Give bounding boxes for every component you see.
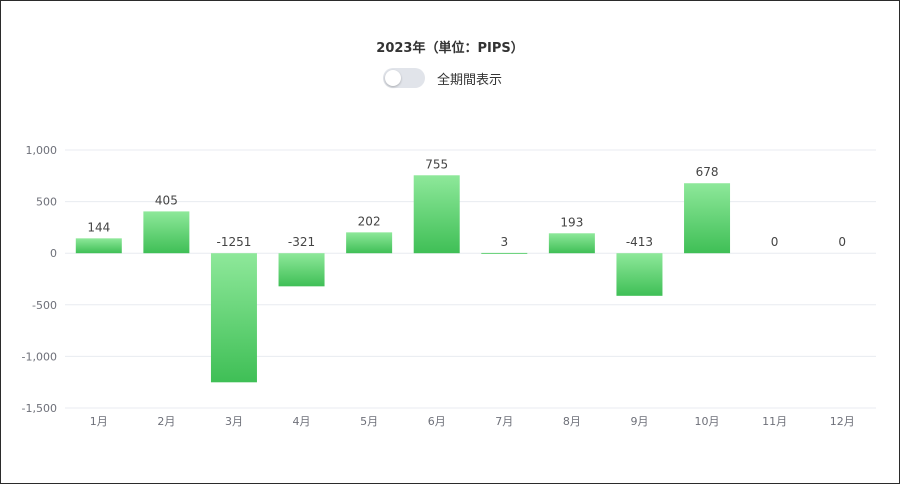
x-tick-label: 2月: [157, 415, 175, 428]
bar-value-label: -1251: [217, 235, 252, 249]
bar-value-label: -321: [288, 235, 315, 249]
x-tick-label: 4月: [293, 415, 311, 428]
bar[interactable]: [278, 253, 325, 287]
bars: [75, 175, 731, 383]
bar-value-label: 405: [155, 193, 178, 207]
x-tick-label: 1月: [90, 415, 108, 428]
x-tick-label: 6月: [428, 415, 446, 428]
all-period-toggle-label: 全期間表示: [437, 72, 503, 88]
toggle-knob: [385, 70, 401, 86]
y-axis-ticks: 1,000 500 0 -500 -1,000 -1,500: [22, 144, 57, 415]
y-tick-label: -1,000: [22, 350, 57, 363]
bar-value-label: 193: [560, 215, 583, 229]
x-tick-label: 9月: [630, 415, 648, 428]
x-tick-label: 8月: [563, 415, 581, 428]
bar-value-label: 144: [87, 220, 110, 234]
y-tick-label: 1,000: [26, 144, 58, 157]
x-tick-label: 5月: [360, 415, 378, 428]
data-labels: 144 405 -1251 -321 202 755 3 193 -413 678 0 0: [87, 157, 846, 249]
bar[interactable]: [210, 253, 257, 383]
grid-lines: [65, 149, 876, 409]
x-tick-label: 3月: [225, 415, 243, 428]
bar[interactable]: [548, 233, 595, 254]
bar-value-label: 678: [696, 165, 719, 179]
all-period-toggle[interactable]: [383, 68, 425, 88]
bar[interactable]: [481, 252, 528, 254]
bar-value-label: 202: [358, 214, 381, 228]
period-toggle-row: 全期間表示: [383, 67, 502, 89]
bar[interactable]: [143, 211, 190, 254]
y-tick-label: 500: [36, 196, 57, 209]
bar[interactable]: [75, 238, 122, 254]
bar[interactable]: [616, 253, 663, 296]
y-tick-label: -1,500: [22, 402, 57, 415]
x-tick-label: 10月: [695, 415, 720, 428]
bar-value-label: 0: [838, 235, 846, 249]
x-tick-label: 11月: [762, 415, 787, 428]
bar[interactable]: [684, 183, 731, 254]
x-tick-label: 12月: [830, 415, 855, 428]
x-axis-ticks: 1月 2月 3月 4月 5月 6月 7月 8月 9月 10月 11月 12月: [90, 415, 855, 428]
bar[interactable]: [346, 232, 393, 254]
bar-value-label: 3: [500, 235, 508, 249]
y-tick-label: -500: [32, 299, 57, 312]
bar-value-label: 0: [771, 235, 779, 249]
bar-value-label: 755: [425, 157, 448, 171]
bar[interactable]: [413, 175, 460, 254]
y-tick-label: 0: [50, 247, 57, 260]
bar-value-label: -413: [626, 235, 653, 249]
chart-title: 2023年（単位：PIPS）: [376, 41, 524, 56]
x-tick-label: 7月: [495, 415, 513, 428]
